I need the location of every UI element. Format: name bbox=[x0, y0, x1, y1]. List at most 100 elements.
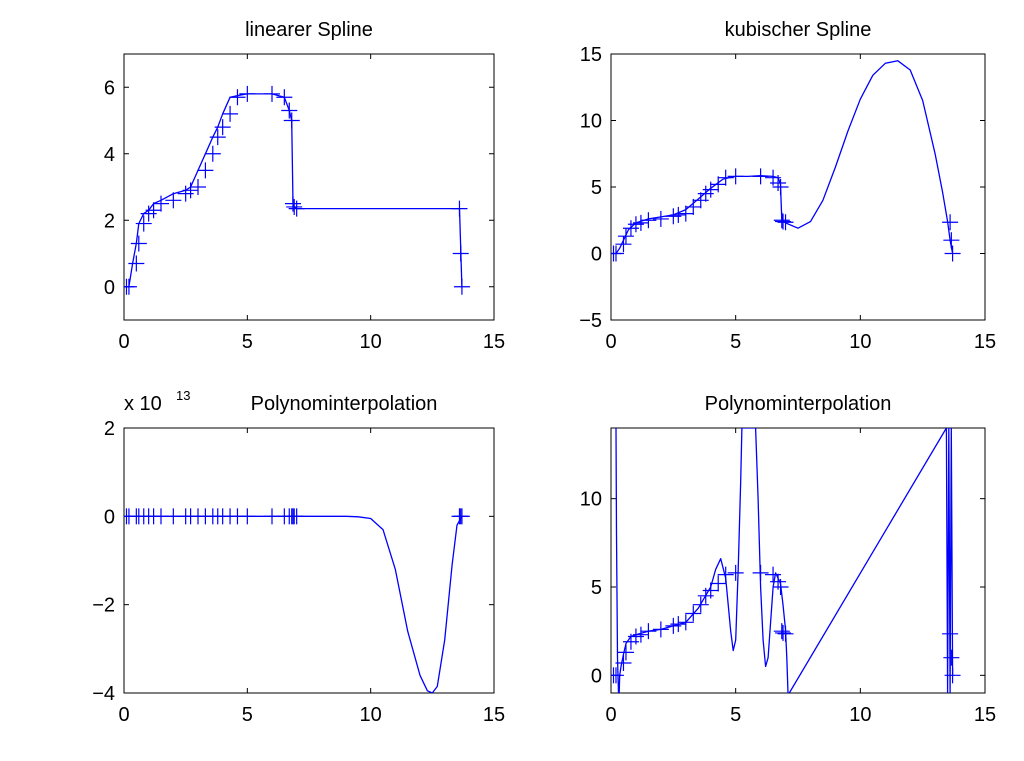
marker-plus bbox=[229, 89, 246, 106]
marker-plus bbox=[772, 179, 789, 195]
x-tick-label: 10 bbox=[849, 704, 871, 726]
marker-plus bbox=[214, 119, 231, 136]
marker-plus bbox=[281, 102, 298, 119]
x-tick-label: 0 bbox=[118, 331, 129, 353]
x-tick-label: 10 bbox=[360, 704, 382, 726]
marker-plus bbox=[752, 168, 769, 185]
marker-plus bbox=[264, 85, 280, 102]
y-tick-label: 2 bbox=[104, 418, 115, 440]
marker-plus bbox=[128, 255, 145, 272]
x-tick-label: 0 bbox=[605, 704, 616, 726]
marker-plus bbox=[752, 564, 769, 581]
marker-plus bbox=[611, 667, 624, 684]
y-tick-label: −4 bbox=[92, 683, 115, 705]
chart-title: Polynominterpolation bbox=[705, 393, 892, 415]
marker-plus bbox=[640, 623, 657, 640]
y-tick-label: 5 bbox=[591, 577, 602, 599]
y-tick-label: −2 bbox=[92, 595, 115, 617]
marker-plus bbox=[182, 182, 199, 199]
y-tick-label: −5 bbox=[579, 310, 602, 332]
marker-plus bbox=[652, 621, 669, 638]
x-tick-label: 5 bbox=[730, 704, 741, 726]
chart-title: Polynominterpolation bbox=[251, 393, 438, 415]
y-tick-label: 0 bbox=[591, 665, 602, 687]
marker-plus bbox=[670, 206, 687, 223]
marker-plus bbox=[209, 129, 226, 146]
marker-plus bbox=[773, 623, 790, 640]
marker-plus bbox=[770, 175, 787, 192]
marker-plus bbox=[611, 245, 624, 262]
plot-area bbox=[124, 85, 470, 295]
marker-plus bbox=[615, 654, 632, 671]
plot-area bbox=[124, 508, 470, 693]
marker-plus bbox=[685, 605, 702, 622]
marker-plus bbox=[677, 614, 694, 631]
y-tick-label: 0 bbox=[104, 506, 115, 528]
marker-plus bbox=[727, 168, 744, 185]
subplot-3: Polynominterpolation 0 5 10 15 −4 −2 0 2 x 10 13 bbox=[92, 388, 505, 726]
marker-plus bbox=[942, 214, 959, 231]
x-tick-label: 5 bbox=[730, 331, 741, 353]
plot-area bbox=[611, 428, 961, 693]
exponent-power: 13 bbox=[176, 388, 190, 403]
marker-plus bbox=[286, 198, 303, 215]
marker-plus bbox=[777, 625, 794, 642]
marker-plus bbox=[773, 212, 790, 229]
marker-plus bbox=[702, 582, 719, 599]
marker-plus bbox=[124, 278, 137, 295]
subplot-4: Polynominterpolation 0 5 10 15 0 5 10 bbox=[580, 393, 996, 726]
marker-plus bbox=[190, 179, 206, 195]
marker-plus bbox=[288, 200, 305, 217]
marker-plus bbox=[652, 210, 669, 227]
marker-plus bbox=[943, 232, 960, 249]
marker-plus bbox=[775, 213, 792, 230]
marker-plus bbox=[772, 579, 789, 595]
marker-plus bbox=[204, 145, 221, 162]
marker-plus bbox=[283, 112, 300, 129]
x-tick-label: 15 bbox=[974, 704, 996, 726]
marker-plus bbox=[944, 245, 961, 262]
marker-plus bbox=[777, 214, 794, 231]
marker-plus bbox=[453, 278, 470, 295]
marker-plus bbox=[640, 212, 657, 229]
marker-plus bbox=[615, 236, 632, 253]
marker-plus bbox=[452, 245, 469, 262]
x-tick-label: 0 bbox=[118, 704, 129, 726]
x-tick-label: 0 bbox=[605, 331, 616, 353]
chart-title: linearer Spline bbox=[245, 19, 373, 41]
plot-area bbox=[611, 60, 961, 262]
marker-plus bbox=[453, 508, 470, 525]
axes-box bbox=[123, 53, 495, 321]
marker-plus bbox=[710, 575, 727, 592]
series-curve bbox=[126, 515, 463, 693]
y-tick-label: 2 bbox=[104, 210, 115, 232]
x-tick-label: 10 bbox=[849, 331, 871, 353]
marker-plus bbox=[944, 667, 961, 684]
marker-plus bbox=[692, 596, 709, 613]
axes-box bbox=[610, 427, 986, 694]
marker-plus bbox=[943, 649, 960, 666]
x-tick-label: 15 bbox=[483, 331, 505, 353]
marker-plus bbox=[165, 192, 182, 209]
marker-plus bbox=[727, 564, 744, 581]
marker-plus bbox=[276, 89, 293, 106]
subplot-1: linearer Spline 0 5 10 15 0 2 4 6 bbox=[104, 19, 505, 353]
x-tick-label: 10 bbox=[360, 331, 382, 353]
marker-plus bbox=[288, 508, 305, 525]
marker-plus bbox=[710, 176, 727, 193]
marker-plus bbox=[717, 566, 734, 583]
y-tick-label: 5 bbox=[591, 177, 602, 199]
marker-plus bbox=[670, 616, 687, 633]
marker-plus bbox=[145, 202, 162, 219]
x-tick-label: 15 bbox=[483, 704, 505, 726]
y-tick-label: 15 bbox=[580, 44, 602, 66]
marker-plus bbox=[685, 198, 702, 215]
marker-plus bbox=[135, 215, 152, 232]
marker-plus bbox=[677, 205, 694, 222]
marker-plus bbox=[942, 625, 959, 642]
y-tick-label: 10 bbox=[580, 489, 602, 511]
y-tick-label: 10 bbox=[580, 111, 602, 133]
marker-plus bbox=[130, 235, 147, 252]
